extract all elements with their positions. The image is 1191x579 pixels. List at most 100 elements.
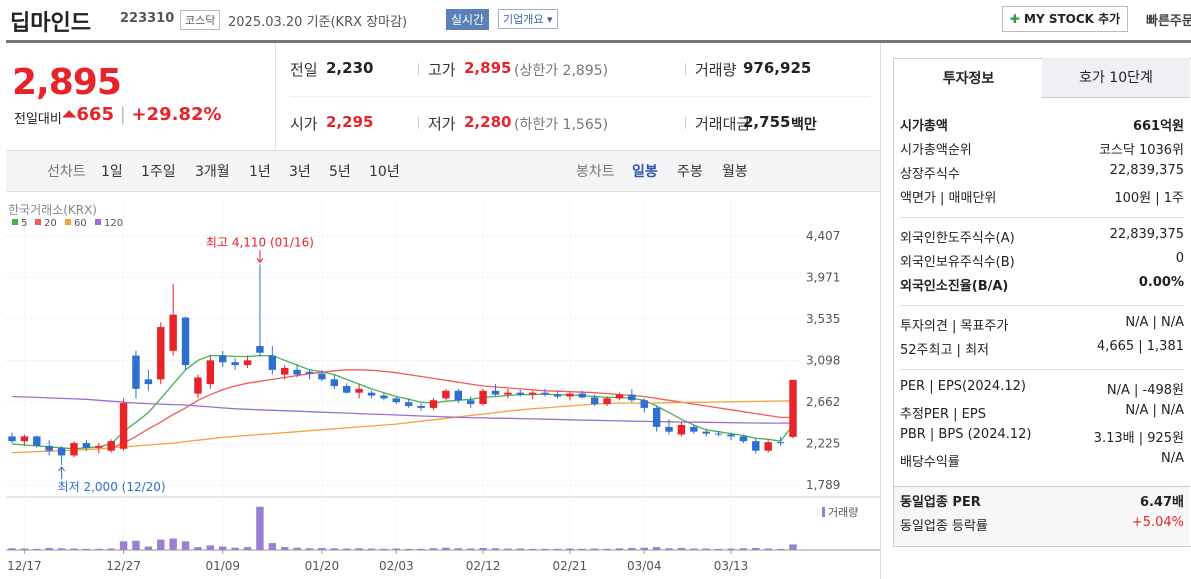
volume-bar bbox=[739, 548, 748, 550]
tab[interactable]: 3년 bbox=[289, 164, 311, 180]
realtime-badge[interactable]: 실시간 bbox=[446, 9, 490, 30]
stat-note: (상한가 2,895) bbox=[514, 63, 609, 79]
candle-body bbox=[702, 431, 710, 434]
info-tab-active[interactable]: 투자정보 bbox=[893, 58, 1044, 99]
stat-label: 고가 bbox=[428, 61, 456, 79]
x-tick-label: 02/03 bbox=[379, 559, 414, 573]
volume-bar bbox=[206, 545, 215, 550]
stat-value: 2,755 bbox=[743, 113, 791, 131]
volume-bar bbox=[268, 543, 277, 550]
volume-bar bbox=[442, 547, 450, 550]
tab[interactable]: 5년 bbox=[329, 164, 351, 180]
volume-bar bbox=[144, 546, 153, 550]
candle-body bbox=[590, 397, 599, 405]
volume-bar bbox=[219, 546, 227, 550]
info-label: 외국인한도주식수(A) bbox=[900, 231, 1015, 246]
candle-body bbox=[380, 395, 388, 399]
volume-bar bbox=[194, 547, 202, 550]
info-label: 동일업종 등락률 bbox=[900, 519, 988, 534]
x-tick-label: 03/04 bbox=[627, 559, 662, 573]
chart: 4,407 3,971 3,535 3,098 2,662 2,225 1,789 12/17… bbox=[6, 200, 880, 573]
candle-body bbox=[70, 443, 78, 456]
volume-bar bbox=[665, 548, 673, 550]
volume-bar bbox=[764, 548, 772, 550]
volume-bar bbox=[367, 548, 376, 550]
sector-box bbox=[894, 486, 1190, 545]
volume-bar bbox=[281, 547, 289, 550]
candle-body bbox=[367, 392, 376, 396]
stat-unit: 백만 bbox=[791, 117, 817, 133]
volume-bar bbox=[132, 540, 140, 550]
volume-bar bbox=[776, 548, 785, 550]
tab[interactable]: 일봉 bbox=[632, 164, 658, 180]
tab[interactable]: 1일 bbox=[101, 164, 123, 180]
candle-body bbox=[727, 434, 735, 437]
y-tick-label: 3,098 bbox=[806, 354, 840, 368]
legend-label: 120 bbox=[104, 218, 123, 229]
stat-note: (하한가 1,565) bbox=[514, 117, 609, 133]
candle-body bbox=[194, 377, 202, 394]
info-value: N/A | N/A bbox=[1125, 315, 1184, 330]
candle-body bbox=[181, 317, 190, 366]
plus-icon: ✚ bbox=[1009, 12, 1020, 26]
candle-body bbox=[603, 398, 611, 405]
left-panel bbox=[6, 43, 881, 579]
candle-body bbox=[516, 392, 524, 395]
group-divider bbox=[900, 369, 1184, 370]
x-tick-label: 02/21 bbox=[553, 559, 588, 573]
info-label: PBR | BPS (2024.12) bbox=[900, 427, 1032, 442]
candle-body bbox=[789, 379, 797, 437]
quick-order[interactable]: 빠른주문 bbox=[1146, 14, 1191, 29]
ma-line bbox=[11, 354, 794, 450]
volume-bar bbox=[256, 506, 264, 550]
volume-bar bbox=[70, 548, 78, 550]
volume-bar bbox=[355, 548, 363, 550]
info-label: 상장주식수 bbox=[900, 167, 960, 182]
candle-body bbox=[281, 367, 289, 375]
y-tick-label: 2,662 bbox=[806, 395, 840, 409]
info-value: 22,839,375 bbox=[1109, 227, 1184, 242]
candle-body bbox=[491, 390, 500, 395]
y-tick-label: 1,789 bbox=[806, 478, 840, 492]
y-tick-label: 2,225 bbox=[806, 437, 840, 451]
high-arrow bbox=[256, 250, 264, 264]
tab[interactable]: 1주일 bbox=[141, 164, 176, 180]
tab[interactable]: 월봉 bbox=[722, 164, 748, 180]
tab[interactable]: 10년 bbox=[369, 164, 400, 180]
legend-swatch bbox=[95, 219, 101, 225]
tab[interactable]: 주봉 bbox=[677, 164, 703, 180]
info-label: 배당수익률 bbox=[900, 455, 960, 470]
info-label: PER | EPS(2024.12) bbox=[900, 379, 1026, 394]
volume-bar bbox=[702, 548, 710, 550]
volume-bar bbox=[429, 548, 438, 550]
candle-body bbox=[652, 407, 661, 427]
candle-body bbox=[107, 441, 115, 451]
candle-body bbox=[677, 425, 686, 435]
candle-body bbox=[690, 426, 698, 432]
candle-body bbox=[293, 369, 301, 375]
candle-body bbox=[764, 442, 772, 451]
legend-swatch bbox=[65, 219, 71, 225]
volume-bar bbox=[628, 547, 636, 550]
low-note: 최저 2,000 (12/20) bbox=[58, 480, 166, 494]
candle-body bbox=[157, 327, 165, 380]
overview-button[interactable]: 기업개요 ▾ bbox=[498, 9, 558, 29]
stat-value: 2,895 bbox=[464, 59, 512, 77]
volume-bar bbox=[181, 541, 190, 550]
candle-body bbox=[615, 394, 624, 399]
volume-bar bbox=[404, 548, 413, 550]
volume-bar bbox=[305, 548, 314, 550]
candle-body bbox=[231, 362, 239, 366]
stock-code: 223310 bbox=[120, 11, 175, 26]
candle-body bbox=[45, 445, 53, 451]
tab[interactable]: 1년 bbox=[249, 164, 271, 180]
mystock-button[interactable]: ✚ MY STOCK 추가 bbox=[1002, 6, 1128, 32]
volume-bar bbox=[318, 547, 326, 550]
candle-body bbox=[454, 390, 463, 401]
tab[interactable]: 3개월 bbox=[195, 164, 230, 180]
info-label: 시가총액순위 bbox=[900, 143, 972, 158]
volume-bar bbox=[82, 548, 91, 550]
info-tab[interactable]: 호가 10단계 bbox=[1042, 58, 1190, 98]
info-label: 외국인보유주식수(B) bbox=[900, 255, 1015, 270]
candle-body bbox=[330, 379, 339, 387]
